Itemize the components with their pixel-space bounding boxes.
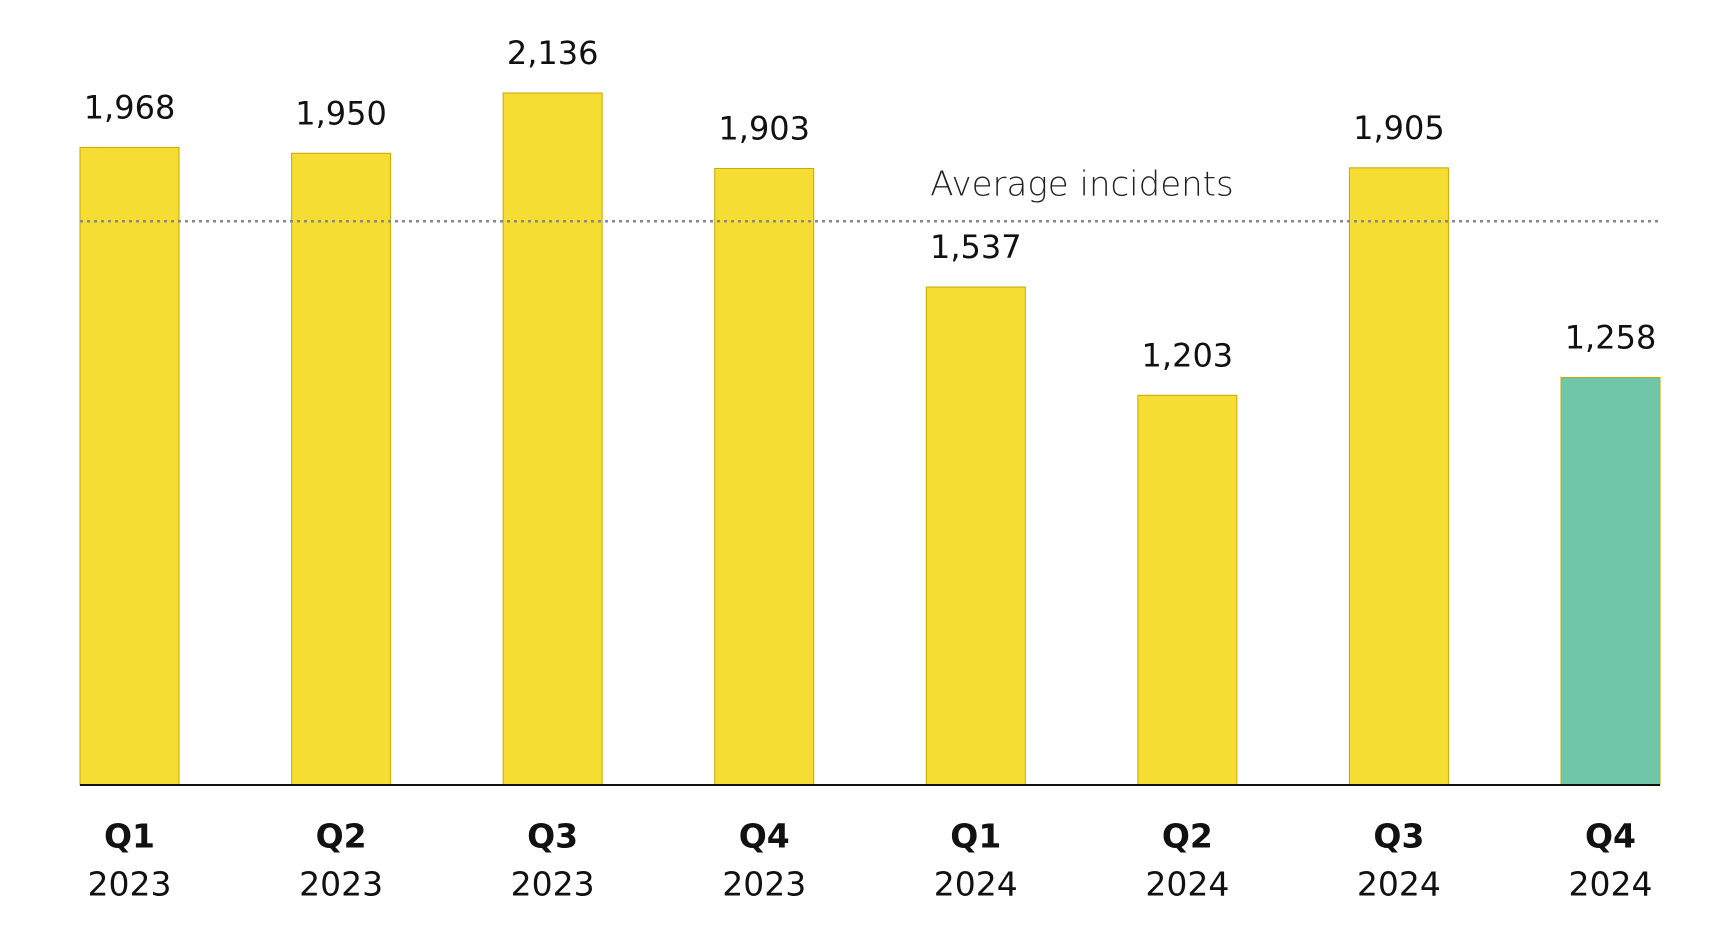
value-label: 2,136 — [507, 34, 599, 72]
x-tick-label: 2024 — [1145, 865, 1229, 904]
x-tick-label: 2023 — [299, 865, 383, 904]
x-tick-label: Q4 — [739, 817, 790, 856]
x-tick-label: Q3 — [1373, 817, 1424, 856]
bar — [1137, 394, 1238, 786]
bar — [79, 146, 180, 786]
average-label: Average incidents — [930, 165, 1233, 205]
bar — [925, 286, 1026, 786]
x-tick-label: Q1 — [104, 817, 155, 856]
x-tick-label: 2024 — [1569, 865, 1653, 904]
bar — [714, 167, 815, 786]
x-tick-label: 2024 — [934, 865, 1018, 904]
x-tick-label: Q4 — [1585, 817, 1636, 856]
x-tick-label: 2023 — [88, 865, 172, 904]
value-label: 1,203 — [1142, 336, 1234, 374]
value-label: 1,905 — [1353, 109, 1445, 147]
x-tick-label: 2024 — [1357, 865, 1441, 904]
value-label: 1,537 — [930, 228, 1022, 266]
bar — [1560, 376, 1661, 786]
bar — [291, 152, 392, 786]
x-tick-label: Q3 — [527, 817, 578, 856]
x-tick-label: Q2 — [316, 817, 367, 856]
x-tick-label: Q1 — [950, 817, 1001, 856]
value-label: 1,903 — [718, 109, 810, 147]
value-label: 1,950 — [295, 94, 387, 132]
x-tick-label: Q2 — [1162, 817, 1213, 856]
bar — [502, 92, 603, 786]
bar — [1348, 167, 1449, 786]
value-label: 1,968 — [84, 88, 176, 126]
value-label: 1,258 — [1565, 318, 1657, 356]
x-tick-label: 2023 — [722, 865, 806, 904]
x-tick-label: 2023 — [511, 865, 595, 904]
